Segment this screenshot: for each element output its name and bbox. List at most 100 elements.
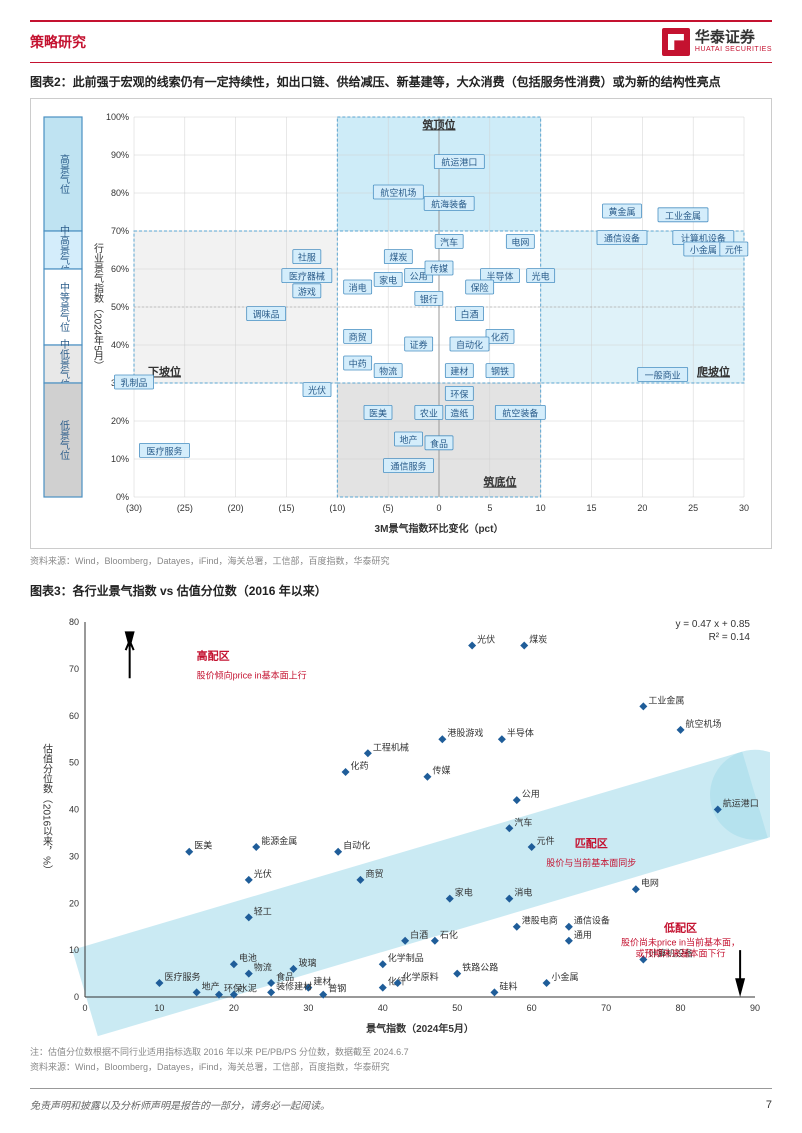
svg-text:20%: 20% — [111, 416, 129, 426]
svg-text:商贸: 商贸 — [365, 868, 383, 879]
svg-text:股价尚未price in当前基本面，: 股价尚未price in当前基本面， — [621, 936, 740, 947]
svg-text:汽车: 汽车 — [514, 816, 532, 827]
svg-text:70%: 70% — [111, 226, 129, 236]
svg-text:自动化: 自动化 — [456, 339, 483, 350]
svg-text:家电: 家电 — [379, 274, 397, 285]
svg-text:白酒: 白酒 — [460, 309, 478, 320]
svg-text:高景气位: 高景气位 — [58, 153, 70, 194]
svg-text:10: 10 — [154, 1003, 164, 1013]
svg-text:乳制品: 乳制品 — [120, 377, 147, 388]
svg-text:元件: 元件 — [537, 835, 555, 846]
svg-text:光伏: 光伏 — [477, 633, 495, 644]
svg-text:化学制品: 化学制品 — [388, 952, 424, 963]
svg-text:40: 40 — [378, 1003, 388, 1013]
svg-text:20: 20 — [229, 1003, 239, 1013]
svg-text:家电: 家电 — [455, 887, 473, 898]
svg-text:铁路公路: 铁路公路 — [462, 962, 498, 973]
svg-text:地产: 地产 — [202, 980, 220, 991]
svg-text:爬坡位: 爬坡位 — [697, 364, 730, 378]
svg-text:中等景气位: 中等景气位 — [58, 281, 70, 332]
svg-text:玻璃: 玻璃 — [298, 957, 316, 968]
svg-text:保险: 保险 — [471, 282, 489, 293]
svg-text:商贸: 商贸 — [349, 331, 367, 342]
company-logo: 华泰证券 HUATAI SECURITIES — [662, 28, 772, 56]
svg-text:航海装备: 航海装备 — [431, 198, 467, 209]
svg-text:筑底位: 筑底位 — [484, 475, 517, 489]
svg-text:40: 40 — [69, 805, 79, 815]
svg-text:60: 60 — [527, 1003, 537, 1013]
svg-text:通信设备: 通信设备 — [574, 915, 610, 926]
svg-text:传媒: 传媒 — [432, 765, 450, 776]
svg-text:地产: 地产 — [399, 434, 417, 445]
svg-text:估值分位数（2016以来，%）: 估值分位数（2016以来，%） — [41, 743, 53, 875]
svg-text:行业景气指数（2024年5月）: 行业景气指数（2024年5月） — [92, 242, 104, 371]
svg-text:航运港口: 航运港口 — [441, 157, 477, 168]
svg-text:医疗服务: 医疗服务 — [146, 445, 182, 456]
svg-text:环保: 环保 — [450, 388, 468, 399]
svg-text:医美: 医美 — [194, 840, 212, 851]
svg-text:30: 30 — [303, 1003, 313, 1013]
svg-text:60: 60 — [69, 711, 79, 721]
svg-text:中低景气位: 中低景气位 — [58, 338, 70, 389]
svg-text:消电: 消电 — [349, 282, 367, 293]
svg-text:港股电商: 港股电商 — [522, 915, 558, 926]
svg-text:80: 80 — [69, 617, 79, 627]
svg-text:化药: 化药 — [351, 760, 369, 771]
svg-text:90%: 90% — [111, 150, 129, 160]
svg-text:煤炭: 煤炭 — [389, 252, 407, 263]
svg-text:50: 50 — [452, 1003, 462, 1013]
svg-text:公用: 公用 — [522, 789, 540, 799]
svg-text:医疗服务: 医疗服务 — [164, 971, 200, 982]
svg-text:通用: 通用 — [574, 930, 592, 940]
chart3-scatter: 010203040506070809001020304050607080光伏煤炭… — [30, 607, 770, 1037]
company-name-en: HUATAI SECURITIES — [695, 46, 772, 54]
svg-text:中药: 中药 — [349, 358, 367, 369]
svg-text:游戏: 游戏 — [298, 286, 316, 297]
svg-text:30: 30 — [739, 503, 749, 513]
svg-text:3M景气指数环比变化（pct）: 3M景气指数环比变化（pct） — [375, 522, 504, 535]
svg-text:证券: 证券 — [410, 339, 428, 350]
svg-text:白酒: 白酒 — [410, 929, 428, 940]
svg-text:元件: 元件 — [725, 244, 743, 255]
svg-text:0%: 0% — [116, 492, 129, 502]
svg-text:50: 50 — [69, 758, 79, 768]
svg-text:50%: 50% — [111, 302, 129, 312]
svg-text:(25): (25) — [177, 503, 193, 513]
svg-text:光伏: 光伏 — [254, 868, 272, 879]
svg-text:(10): (10) — [329, 503, 345, 513]
svg-text:食品: 食品 — [430, 438, 448, 449]
svg-text:(20): (20) — [228, 503, 244, 513]
chart2-source: 资料来源：Wind，Bloomberg，Datayes，iFind，海关总署，工… — [30, 554, 772, 567]
svg-text:硅料: 硅料 — [499, 980, 517, 991]
svg-text:80: 80 — [676, 1003, 686, 1013]
svg-text:5: 5 — [487, 503, 492, 513]
svg-text:匹配区: 匹配区 — [575, 836, 608, 850]
svg-text:R² = 0.14: R² = 0.14 — [709, 632, 751, 643]
svg-text:股价与当前基本面同步: 股价与当前基本面同步 — [546, 857, 636, 868]
svg-text:25: 25 — [688, 503, 698, 513]
svg-text:90: 90 — [750, 1003, 760, 1013]
svg-text:光电: 光电 — [532, 271, 550, 282]
section-title: 策略研究 — [30, 32, 86, 52]
svg-text:筑顶位: 筑顶位 — [423, 117, 456, 131]
svg-text:钢铁: 钢铁 — [491, 366, 509, 377]
svg-text:0: 0 — [82, 1003, 87, 1013]
chart3-source: 资料来源：Wind，Bloomberg，Datayes，iFind，海关总署，工… — [30, 1060, 772, 1073]
svg-text:农业: 农业 — [420, 407, 438, 418]
svg-text:食品: 食品 — [276, 971, 294, 982]
svg-text:光伏: 光伏 — [308, 385, 326, 396]
page-number: 7 — [766, 1099, 772, 1111]
svg-text:中高景气位: 中高景气位 — [58, 224, 70, 275]
svg-text:通信服务: 通信服务 — [390, 461, 426, 472]
svg-text:电网: 电网 — [641, 877, 659, 888]
svg-text:工程机械: 工程机械 — [373, 741, 409, 752]
svg-text:调味品: 调味品 — [253, 309, 280, 320]
svg-text:物流: 物流 — [379, 366, 397, 377]
svg-text:造纸: 造纸 — [450, 407, 468, 418]
svg-text:低景气位: 低景气位 — [58, 419, 70, 460]
svg-text:股价倾向price in基本面上行: 股价倾向price in基本面上行 — [197, 669, 307, 680]
svg-text:煤炭: 煤炭 — [529, 633, 547, 644]
svg-text:消电: 消电 — [514, 887, 532, 898]
svg-text:30: 30 — [69, 851, 79, 861]
svg-text:80%: 80% — [111, 188, 129, 198]
